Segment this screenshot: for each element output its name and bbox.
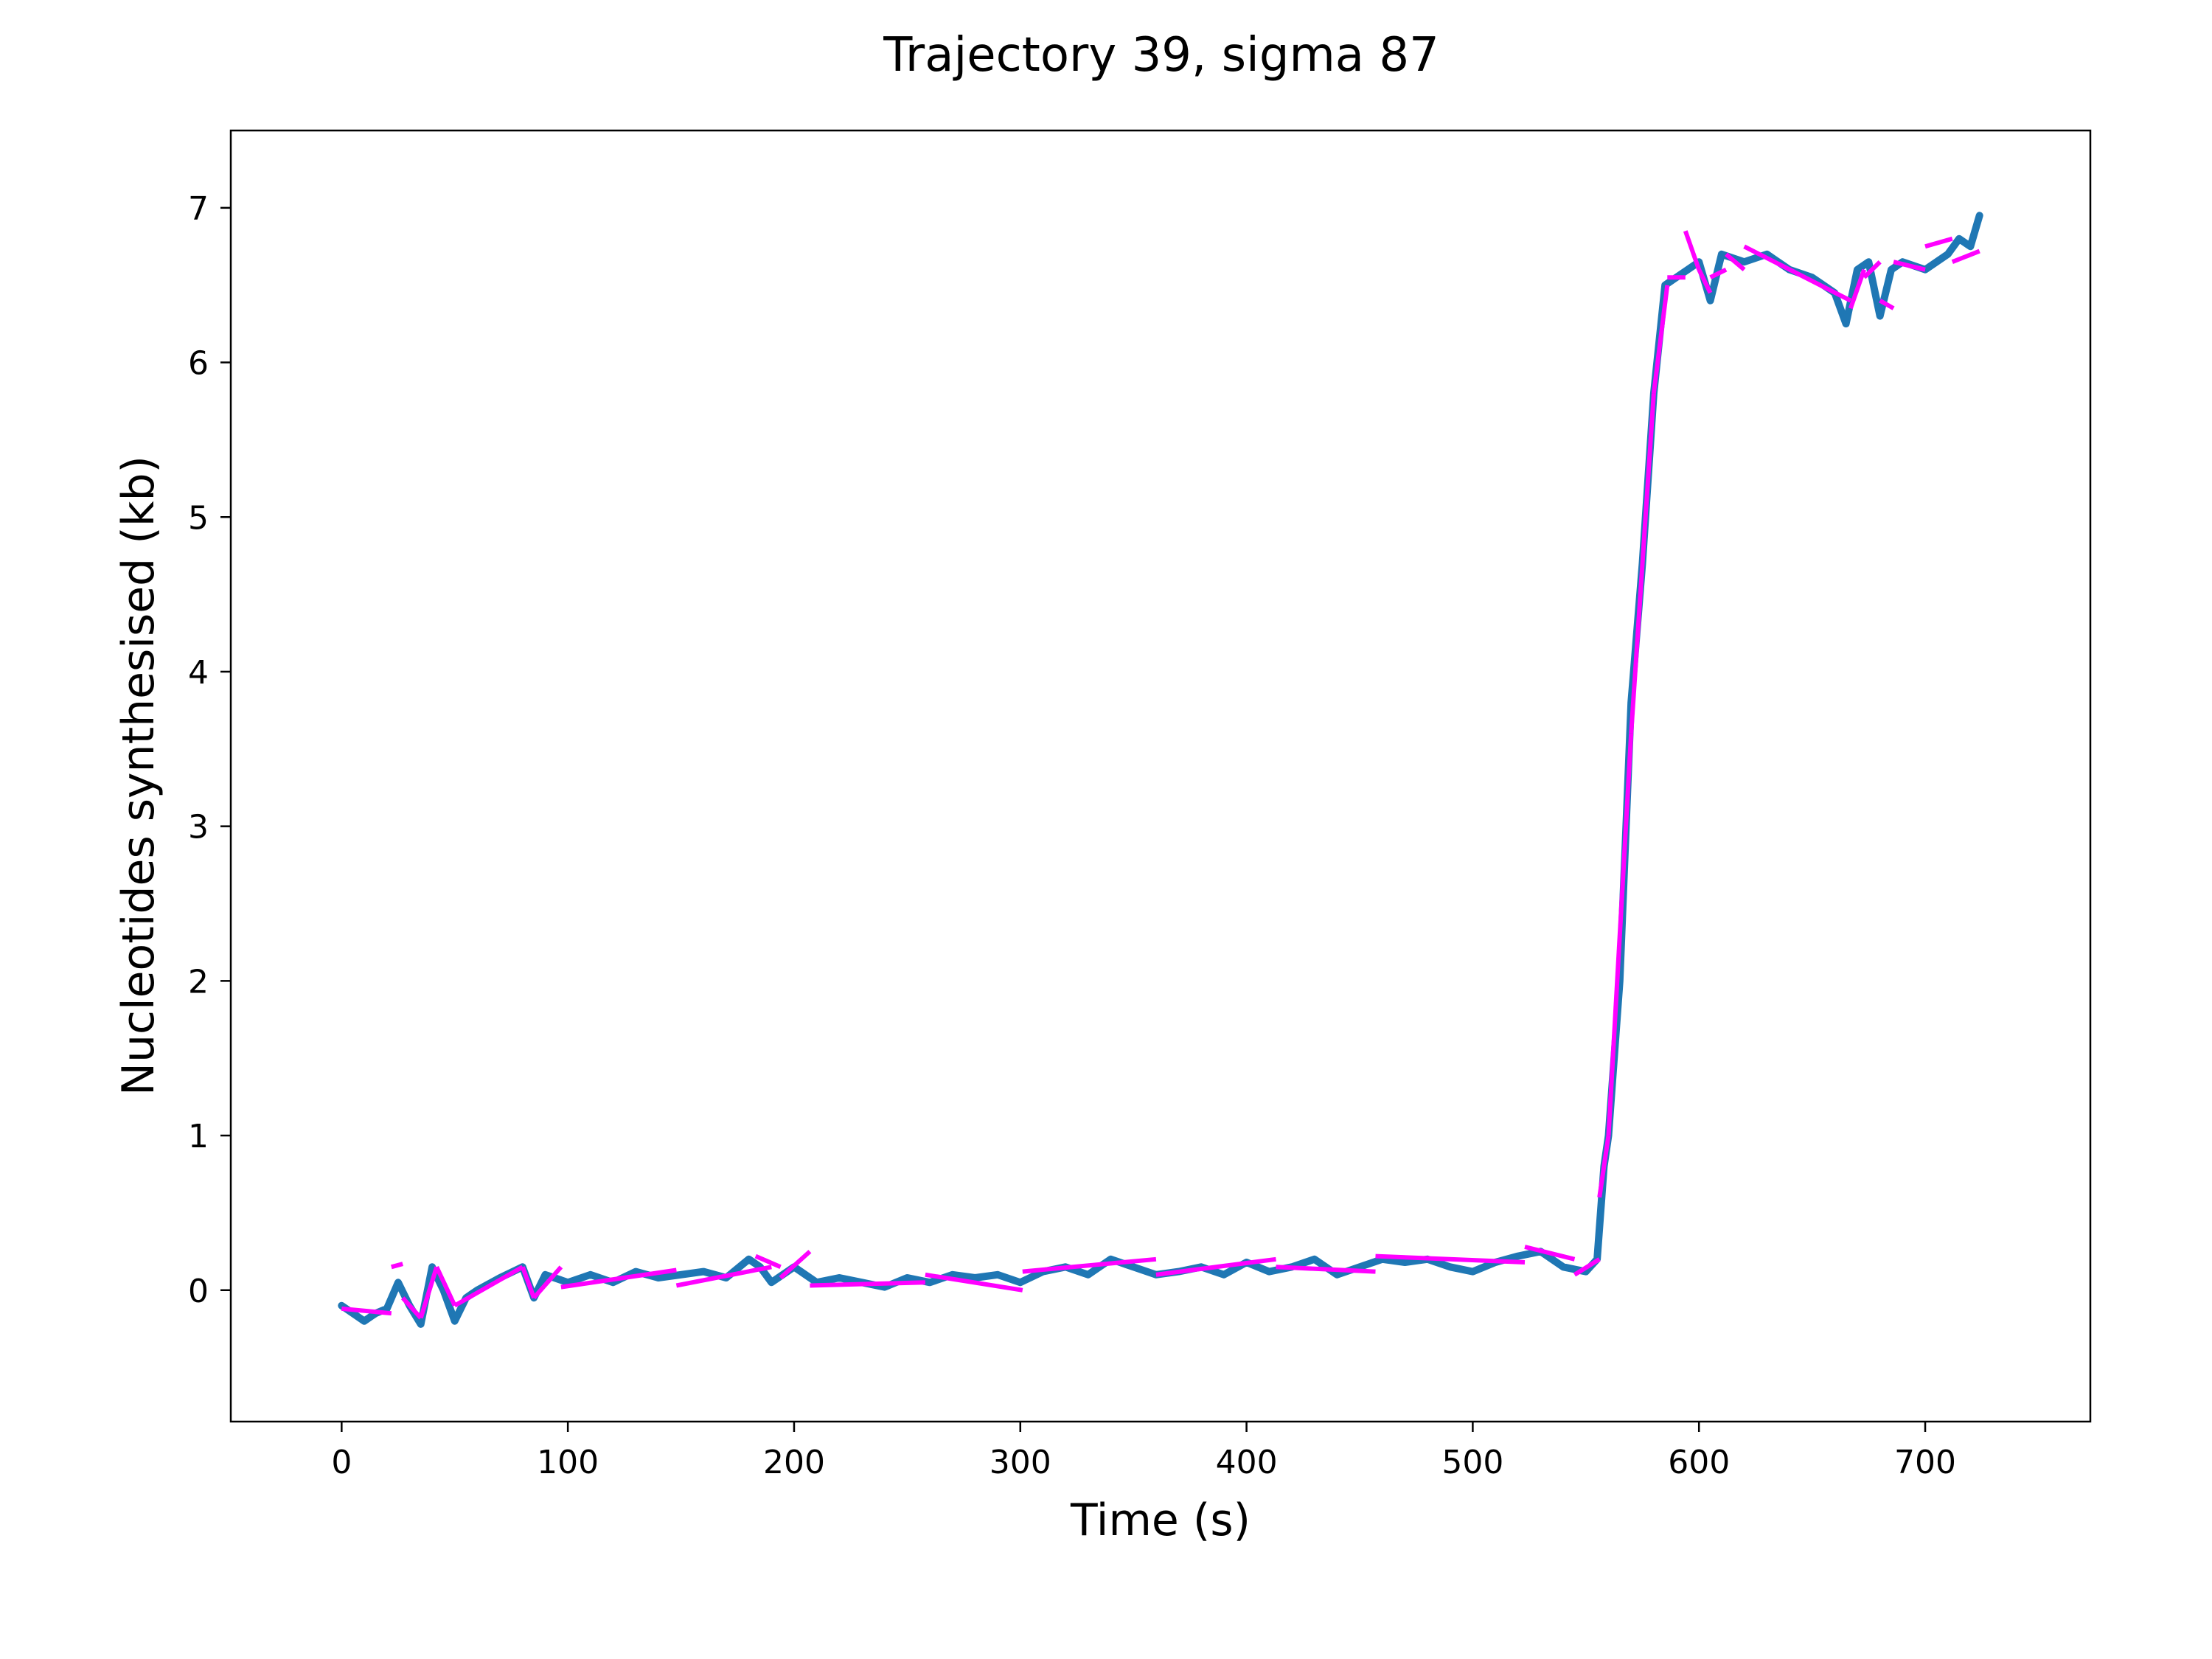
x-tick-label: 100 xyxy=(537,1444,599,1481)
fit-segment xyxy=(560,1267,677,1290)
fit-segment xyxy=(1683,230,1702,271)
fit-segment xyxy=(1697,268,1713,294)
fit-segment xyxy=(1629,393,1656,734)
fit-segment xyxy=(1606,733,1634,1136)
chart-title: Trajectory 39, sigma 87 xyxy=(883,28,1439,83)
fit-segment xyxy=(1924,236,1953,249)
x-tick-label: 400 xyxy=(1216,1444,1278,1481)
fit-segment xyxy=(1155,1256,1276,1277)
fit-segment xyxy=(1893,260,1926,272)
fit-segment xyxy=(400,1296,422,1320)
x-tick-label: 300 xyxy=(990,1444,1051,1481)
y-tick-label: 3 xyxy=(188,809,209,846)
fit-segment xyxy=(1022,1256,1157,1274)
fit-segment xyxy=(1375,1253,1526,1265)
series-layer xyxy=(338,212,1983,1328)
fit-segment xyxy=(1848,268,1867,310)
fit-segment xyxy=(1573,1257,1601,1277)
x-axis: 0 100 200 300 400 500 600 700 xyxy=(331,1422,1956,1481)
fit-segment xyxy=(1879,299,1895,310)
fit-segment xyxy=(1524,1245,1576,1262)
y-tick-label: 0 xyxy=(188,1273,209,1310)
fit-segment xyxy=(675,1265,772,1288)
fit-segment xyxy=(1651,285,1670,394)
y-axis-label: Nucleotides synthesised (kb) xyxy=(113,456,164,1096)
fit-segment xyxy=(341,1306,392,1316)
fit-segment xyxy=(520,1266,536,1299)
y-axis: 0 1 2 3 4 5 6 7 xyxy=(188,190,231,1310)
y-tick-label: 5 xyxy=(188,499,209,537)
fit-segment xyxy=(810,1280,925,1288)
fit-segment xyxy=(434,1266,457,1307)
fit-segment xyxy=(1709,268,1728,279)
x-tick-label: 500 xyxy=(1441,1444,1503,1481)
fit-segment xyxy=(532,1265,563,1300)
y-tick-label: 2 xyxy=(188,963,209,1001)
fit-segment xyxy=(1725,252,1746,271)
plot-frame xyxy=(229,129,2092,1423)
x-tick-label: 200 xyxy=(763,1444,825,1481)
fit-segment xyxy=(754,1253,782,1270)
fit-segment xyxy=(453,1265,524,1308)
fit-segment xyxy=(391,1262,403,1270)
fit-segment xyxy=(1951,248,1980,264)
y-tick-label: 1 xyxy=(188,1118,209,1155)
fit-segment xyxy=(418,1266,439,1319)
y-tick-label: 7 xyxy=(188,190,209,228)
trajectory-line xyxy=(338,212,1983,1328)
fit-segment xyxy=(1597,1135,1611,1198)
x-tick-label: 700 xyxy=(1894,1444,1956,1481)
y-tick-label: 4 xyxy=(188,654,209,692)
fit-segment xyxy=(1276,1265,1376,1274)
fit-segment xyxy=(779,1250,812,1280)
fit-segment xyxy=(1743,244,1852,303)
x-axis-label: Time (s) xyxy=(1070,1495,1251,1546)
y-tick-label: 6 xyxy=(188,345,209,383)
x-tick-label: 600 xyxy=(1668,1444,1730,1481)
x-tick-label: 0 xyxy=(331,1444,352,1481)
fit-segment xyxy=(1863,260,1882,279)
fit-segment xyxy=(925,1272,1023,1293)
